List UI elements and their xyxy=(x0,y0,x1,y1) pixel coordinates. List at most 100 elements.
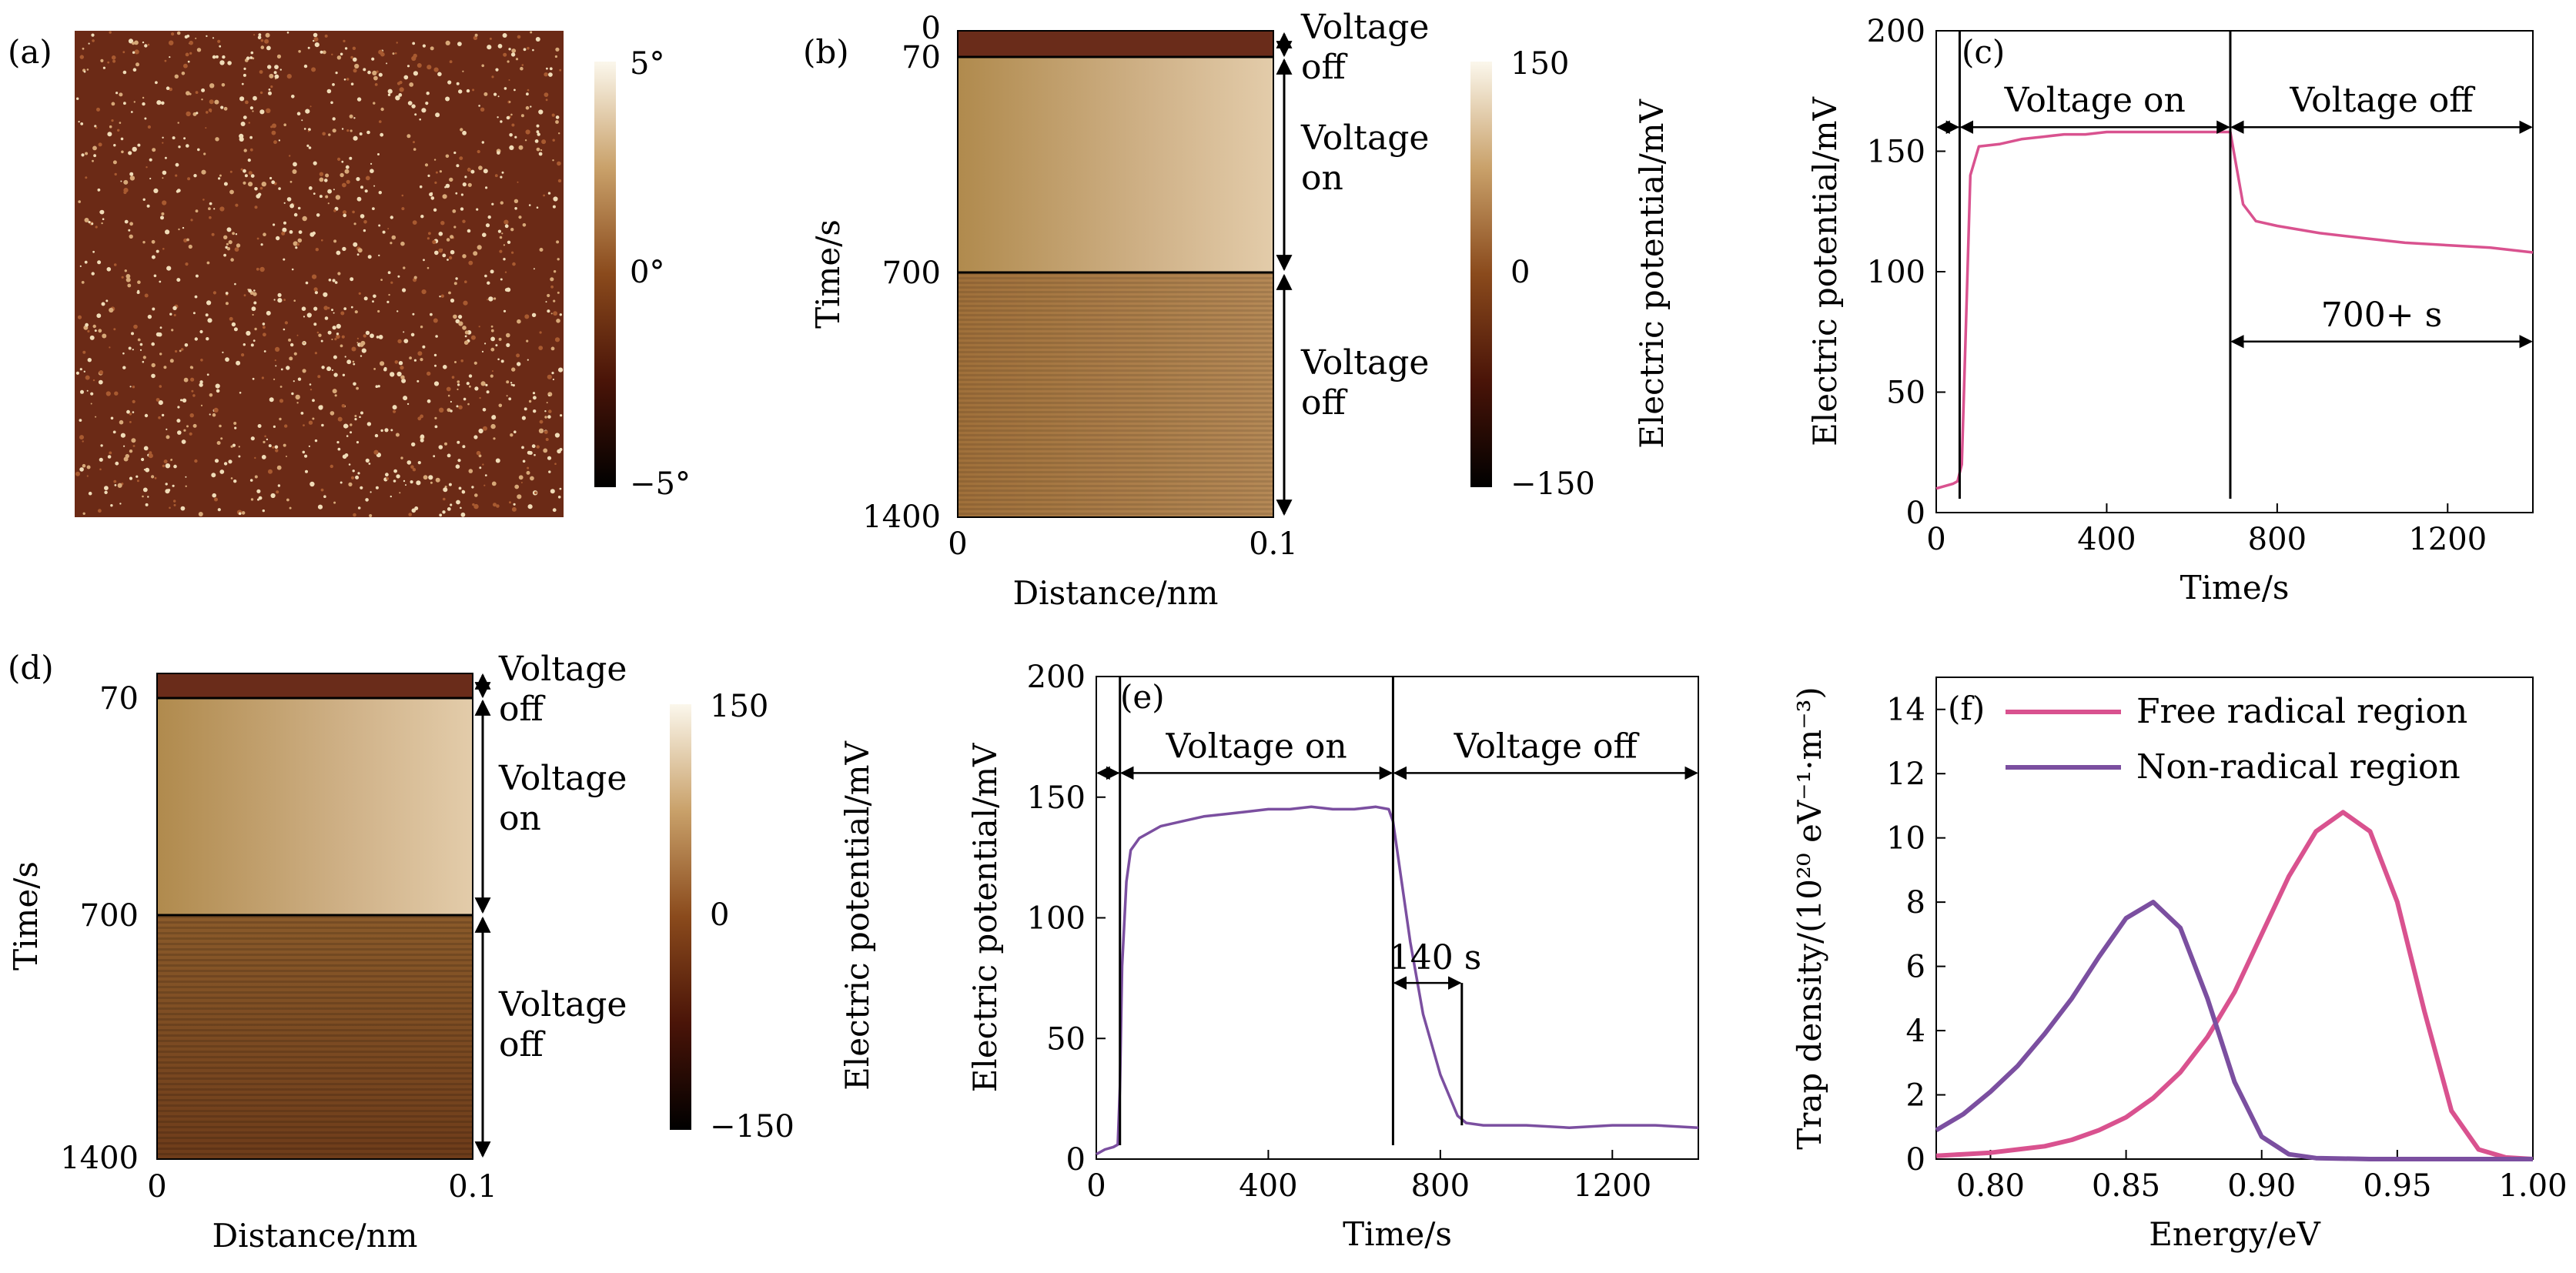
afm-speckle xyxy=(350,129,353,132)
afm-speckle xyxy=(337,272,341,276)
afm-speckle xyxy=(438,445,443,449)
afm-speckle xyxy=(99,370,104,375)
afm-speckle xyxy=(427,266,430,269)
afm-speckle xyxy=(122,51,125,54)
afm-speckle xyxy=(99,468,102,471)
afm-speckle xyxy=(313,161,317,165)
afm-speckle xyxy=(345,165,350,169)
afm-speckle xyxy=(292,169,297,174)
afm-speckle xyxy=(442,510,446,514)
afm-speckle xyxy=(266,45,271,51)
afm-speckle xyxy=(510,383,514,386)
voltage-on-text: Voltage on xyxy=(1165,727,1347,766)
afm-speckle xyxy=(410,465,414,469)
afm-speckle xyxy=(303,128,306,130)
afm-speckle xyxy=(239,133,244,139)
afm-speckle xyxy=(326,89,332,94)
afm-speckle xyxy=(123,179,129,185)
afm-speckle xyxy=(522,223,527,227)
afm-speckle xyxy=(98,329,102,333)
afm-speckle xyxy=(312,399,315,403)
afm-speckle xyxy=(147,43,150,46)
afm-speckle xyxy=(183,238,188,242)
afm-speckle xyxy=(462,254,467,259)
afm-speckle xyxy=(164,156,167,159)
afm-speckle xyxy=(95,416,97,418)
afm-speckle xyxy=(123,102,126,105)
afm-speckle xyxy=(109,346,111,349)
afm-speckle xyxy=(559,487,562,490)
afm-speckle xyxy=(81,281,85,284)
afm-speckle xyxy=(313,192,316,195)
afm-speckle xyxy=(175,349,178,353)
afm-speckle xyxy=(353,363,356,366)
afm-speckle xyxy=(261,376,264,379)
afm-speckle xyxy=(137,143,141,147)
afm-speckle xyxy=(420,215,424,219)
afm-speckle xyxy=(221,83,226,87)
afm-speckle xyxy=(478,105,480,107)
d-ytick-70: 70 xyxy=(99,681,139,717)
afm-speckle xyxy=(448,291,451,295)
afm-speckle xyxy=(350,277,354,282)
afm-speckle xyxy=(420,326,423,329)
afm-speckle xyxy=(331,369,333,371)
afm-speckle xyxy=(200,359,203,362)
afm-speckle xyxy=(397,275,400,278)
afm-speckle xyxy=(219,206,225,212)
x-tick-label: 400 xyxy=(1239,1168,1297,1204)
afm-speckle xyxy=(240,168,243,171)
afm-speckle xyxy=(417,63,422,68)
afm-speckle xyxy=(520,66,524,71)
afm-speckle xyxy=(165,463,171,469)
afm-speckle xyxy=(189,432,192,436)
afm-speckle xyxy=(275,449,279,453)
afm-speckle xyxy=(301,306,306,312)
afm-speckle xyxy=(520,114,524,118)
afm-speckle xyxy=(377,309,380,313)
afm-speckle xyxy=(106,267,112,272)
afm-speckle xyxy=(115,461,119,466)
afm-speckle xyxy=(131,438,136,443)
afm-speckle xyxy=(193,174,197,178)
afm-speckle xyxy=(440,221,445,226)
afm-speckle xyxy=(525,129,530,135)
afm-speckle xyxy=(208,108,212,112)
afm-speckle xyxy=(238,455,241,458)
afm-speckle xyxy=(332,129,336,133)
afm-speckle xyxy=(206,337,209,341)
afm-speckle xyxy=(384,428,389,433)
afm-speckle xyxy=(159,326,162,329)
afm-speckle xyxy=(506,115,510,120)
afm-speckle xyxy=(217,39,221,43)
afm-speckle xyxy=(129,421,132,423)
afm-speckle xyxy=(201,88,206,92)
afm-speckle xyxy=(511,251,514,254)
afm-speckle xyxy=(512,384,515,387)
afm-speckle xyxy=(113,144,116,147)
afm-speckle xyxy=(373,368,376,370)
afm-speckle xyxy=(330,464,333,469)
afm-speckle xyxy=(76,97,79,100)
afm-speckle xyxy=(397,339,402,344)
afm-speckle xyxy=(162,248,165,250)
afm-speckle xyxy=(297,206,301,210)
afm-speckle xyxy=(104,486,109,490)
afm-speckle xyxy=(132,51,135,54)
afm-speckle xyxy=(457,383,460,386)
afm-speckle xyxy=(479,466,482,469)
d-seg-off-1: Voltage off xyxy=(498,650,627,729)
afm-speckle xyxy=(484,474,487,476)
afm-speckle xyxy=(464,335,467,338)
afm-speckle xyxy=(178,145,181,149)
afm-speckle xyxy=(514,89,516,92)
afm-speckle xyxy=(269,176,273,180)
afm-speckle xyxy=(81,153,85,157)
afm-speckle xyxy=(524,407,527,411)
afm-speckle xyxy=(279,68,282,71)
afm-speckle xyxy=(209,202,212,205)
afm-speckle xyxy=(243,73,246,77)
afm-speckle xyxy=(497,229,502,233)
afm-speckle xyxy=(455,277,458,280)
afm-speckle xyxy=(498,337,502,341)
